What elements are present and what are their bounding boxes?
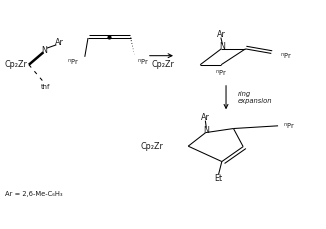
Text: $^n$Pr: $^n$Pr	[137, 57, 149, 68]
Text: Cp₂Zr: Cp₂Zr	[140, 142, 163, 151]
Text: N: N	[219, 42, 225, 51]
Text: $^n$Pr: $^n$Pr	[67, 57, 79, 68]
Text: N: N	[203, 126, 209, 135]
Text: $^n$Pr: $^n$Pr	[280, 51, 292, 61]
Text: expansion: expansion	[237, 98, 272, 104]
Text: $^n$Pr: $^n$Pr	[283, 121, 295, 131]
Text: Ar: Ar	[54, 38, 63, 47]
Text: Ar = 2,6-Me-C₆H₃: Ar = 2,6-Me-C₆H₃	[5, 191, 62, 197]
Text: N: N	[41, 46, 47, 55]
Text: $^n$Pr: $^n$Pr	[215, 68, 227, 78]
Text: Et: Et	[215, 174, 223, 183]
Text: Cp₂Zr: Cp₂Zr	[152, 60, 174, 69]
Text: Ar: Ar	[217, 30, 226, 39]
Text: ring: ring	[237, 91, 250, 97]
Text: thf: thf	[41, 84, 51, 90]
Text: Cp₂Zr: Cp₂Zr	[5, 60, 27, 69]
Text: Ar: Ar	[201, 113, 210, 122]
